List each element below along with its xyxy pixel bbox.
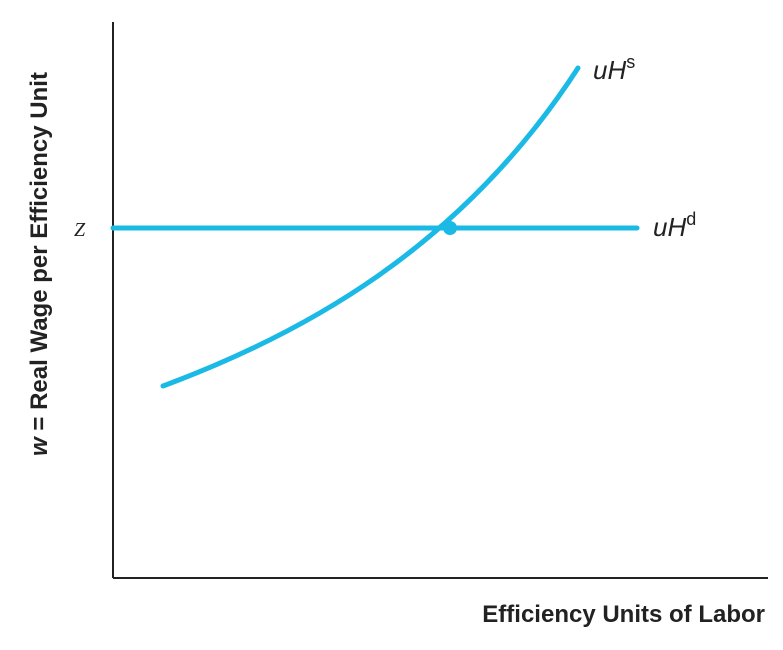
y-tick-label-z: Z [74, 219, 86, 241]
y-axis-title: w = Real Wage per Efficiency Unit [26, 72, 53, 456]
series-label-uhs-base: uH [593, 55, 626, 85]
x-axis-title: Efficiency Units of Labor [482, 601, 765, 628]
series-label-uhd-sup: d [686, 209, 696, 229]
series-label-uhs: uHs [593, 52, 635, 85]
equilibrium-point [443, 221, 457, 235]
series-label-uhd-base: uH [653, 212, 686, 242]
y-axis-title-rest: = Real Wage per Efficiency Unit [26, 72, 53, 437]
y-axis-title-var: w [26, 436, 53, 456]
series-label-uhd: uHd [653, 209, 696, 242]
series-label-uhs-sup: s [626, 52, 635, 72]
supply-curve-uHs [160, 65, 581, 389]
